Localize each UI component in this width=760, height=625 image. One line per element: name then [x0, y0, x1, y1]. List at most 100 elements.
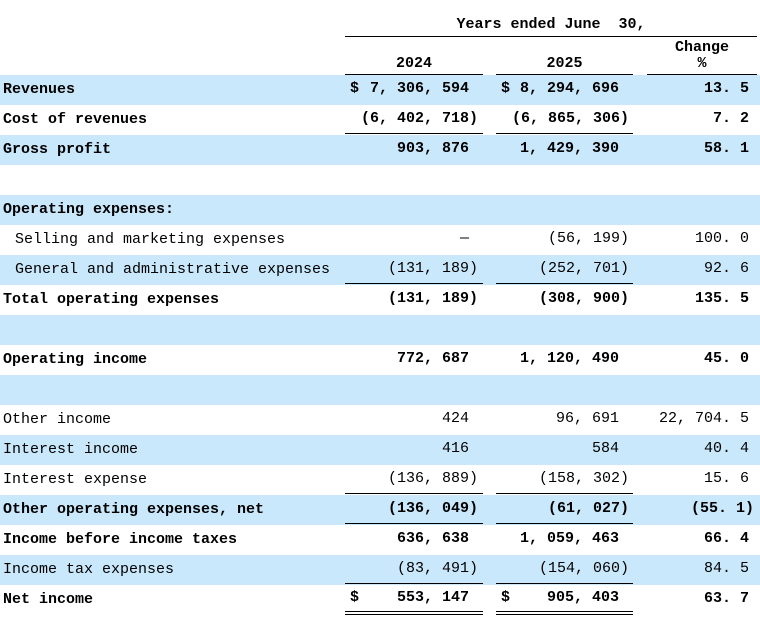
cell-2025: 584 — [496, 435, 633, 465]
value: (308, 900) — [538, 290, 629, 307]
cell-change: 22, 704. 5 — [647, 405, 757, 435]
cell-2024: (6, 402, 718) — [345, 105, 483, 135]
cell-change: 58. 1 — [647, 135, 757, 165]
dollar-sign: $ — [350, 80, 360, 97]
value: (6, 402, 718) — [360, 110, 478, 127]
value: 84. 5 — [703, 560, 749, 577]
row-label: General and administrative expenses — [15, 261, 331, 278]
row-label: Revenues — [3, 81, 76, 98]
cell-change: 66. 4 — [647, 525, 757, 555]
cell-2025: 1, 429, 390 — [496, 135, 633, 165]
row-label: Other operating expenses, net — [3, 501, 265, 518]
cell-change: 15. 6 — [647, 465, 757, 495]
column-header-row: 2024 2025 Change % — [0, 37, 760, 75]
table-row-operating-expenses-header: Operating expenses: — [0, 195, 760, 225]
value: 8, 294, 696 — [519, 80, 619, 97]
table-row-other-income: Other income 424 96, 691 22, 704. 5 — [0, 405, 760, 435]
cell-2024: $7, 306, 594 — [345, 75, 483, 105]
spacer-row — [0, 315, 760, 345]
table-row-net-income: Net income $553, 147 $905, 403 63. 7 — [0, 585, 760, 615]
period-header: Years ended June 30, — [345, 0, 757, 37]
row-label: Cost of revenues — [3, 111, 148, 128]
table-row-general-and-administrative-expenses: General and administrative expenses (131… — [0, 255, 760, 285]
table-row-cost-of-revenues: Cost of revenues (6, 402, 718) (6, 865, … — [0, 105, 760, 135]
cell-2025: (308, 900) — [496, 285, 633, 315]
value: (6, 865, 306) — [511, 110, 629, 127]
cell-2024: 772, 687 — [345, 345, 483, 375]
value: (252, 701) — [538, 260, 629, 277]
value: (131, 189) — [387, 290, 478, 307]
spacer-row — [0, 165, 760, 195]
row-label: Operating income — [3, 351, 148, 368]
cell-2025: $8, 294, 696 — [496, 75, 633, 105]
row-label: Gross profit — [3, 141, 112, 158]
cell-2024: (131, 189) — [345, 285, 483, 315]
value: 92. 6 — [703, 260, 749, 277]
row-label: Other income — [3, 411, 112, 428]
cell-change: (55. 1) — [647, 495, 757, 525]
value: 553, 147 — [396, 589, 469, 606]
table-row-revenues: Revenues $7, 306, 594 $8, 294, 696 13. 5 — [0, 75, 760, 105]
value: 584 — [591, 440, 619, 457]
cell-2025: (6, 865, 306) — [496, 105, 633, 135]
cell-change: 63. 7 — [647, 585, 757, 615]
table-row-interest-income: Interest income 416 584 40. 4 — [0, 435, 760, 465]
value: 1, 059, 463 — [519, 530, 619, 547]
value: 100. 0 — [694, 230, 749, 247]
value: 66. 4 — [703, 530, 749, 547]
cell-2024 — [345, 195, 483, 225]
table-row-total-operating-expenses: Total operating expenses (131, 189) (308… — [0, 285, 760, 315]
value: (131, 189) — [387, 260, 478, 277]
column-header-2024: 2024 — [345, 37, 483, 75]
dollar-sign: $ — [350, 589, 360, 606]
cell-change: 100. 0 — [647, 225, 757, 255]
cell-2025: (56, 199) — [496, 225, 633, 255]
value: 13. 5 — [703, 80, 749, 97]
value: (56, 199) — [547, 230, 629, 247]
table-row-gross-profit: Gross profit 903, 876 1, 429, 390 58. 1 — [0, 135, 760, 165]
row-label: Income before income taxes — [3, 531, 238, 548]
value: 636, 638 — [396, 530, 469, 547]
value: 1, 429, 390 — [519, 140, 619, 157]
cell-change: 84. 5 — [647, 555, 757, 585]
table-row-operating-income: Operating income 772, 687 1, 120, 490 45… — [0, 345, 760, 375]
cell-change: 135. 5 — [647, 285, 757, 315]
dollar-sign: $ — [501, 589, 511, 606]
value: 424 — [441, 410, 469, 427]
cell-2025: 1, 059, 463 — [496, 525, 633, 555]
value: 63. 7 — [703, 590, 749, 607]
row-label: Interest expense — [3, 471, 148, 488]
value: (136, 889) — [387, 470, 478, 487]
value: 96, 691 — [555, 410, 619, 427]
value: (61, 027) — [547, 500, 629, 517]
cell-2025: 1, 120, 490 — [496, 345, 633, 375]
cell-2025 — [496, 195, 633, 225]
cell-2024: 424 — [345, 405, 483, 435]
value: 903, 876 — [396, 140, 469, 157]
cell-2024: 903, 876 — [345, 135, 483, 165]
row-label: Interest income — [3, 441, 139, 458]
cell-change: 92. 6 — [647, 255, 757, 285]
value: 135. 5 — [694, 290, 749, 307]
cell-change: 7. 2 — [647, 105, 757, 135]
cell-2024: 636, 638 — [345, 525, 483, 555]
table-row-income-before-income-taxes: Income before income taxes 636, 638 1, 0… — [0, 525, 760, 555]
cell-2024: (136, 049) — [345, 495, 483, 525]
value: 22, 704. 5 — [658, 410, 749, 427]
value: 7. 2 — [712, 110, 749, 127]
spacer-row — [0, 375, 760, 405]
cell-2024: 416 — [345, 435, 483, 465]
cell-change: 13. 5 — [647, 75, 757, 105]
cell-change — [647, 195, 757, 225]
value: 40. 4 — [703, 440, 749, 457]
table-row-interest-expense: Interest expense (136, 889) (158, 302) 1… — [0, 465, 760, 495]
value: (83, 491) — [396, 560, 478, 577]
cell-2025: (252, 701) — [496, 255, 633, 285]
cell-change: 45. 0 — [647, 345, 757, 375]
value: (136, 049) — [387, 500, 478, 517]
row-label: Selling and marketing expenses — [15, 231, 286, 248]
cell-2025: 96, 691 — [496, 405, 633, 435]
value: 416 — [441, 440, 469, 457]
value: (158, 302) — [538, 470, 629, 487]
